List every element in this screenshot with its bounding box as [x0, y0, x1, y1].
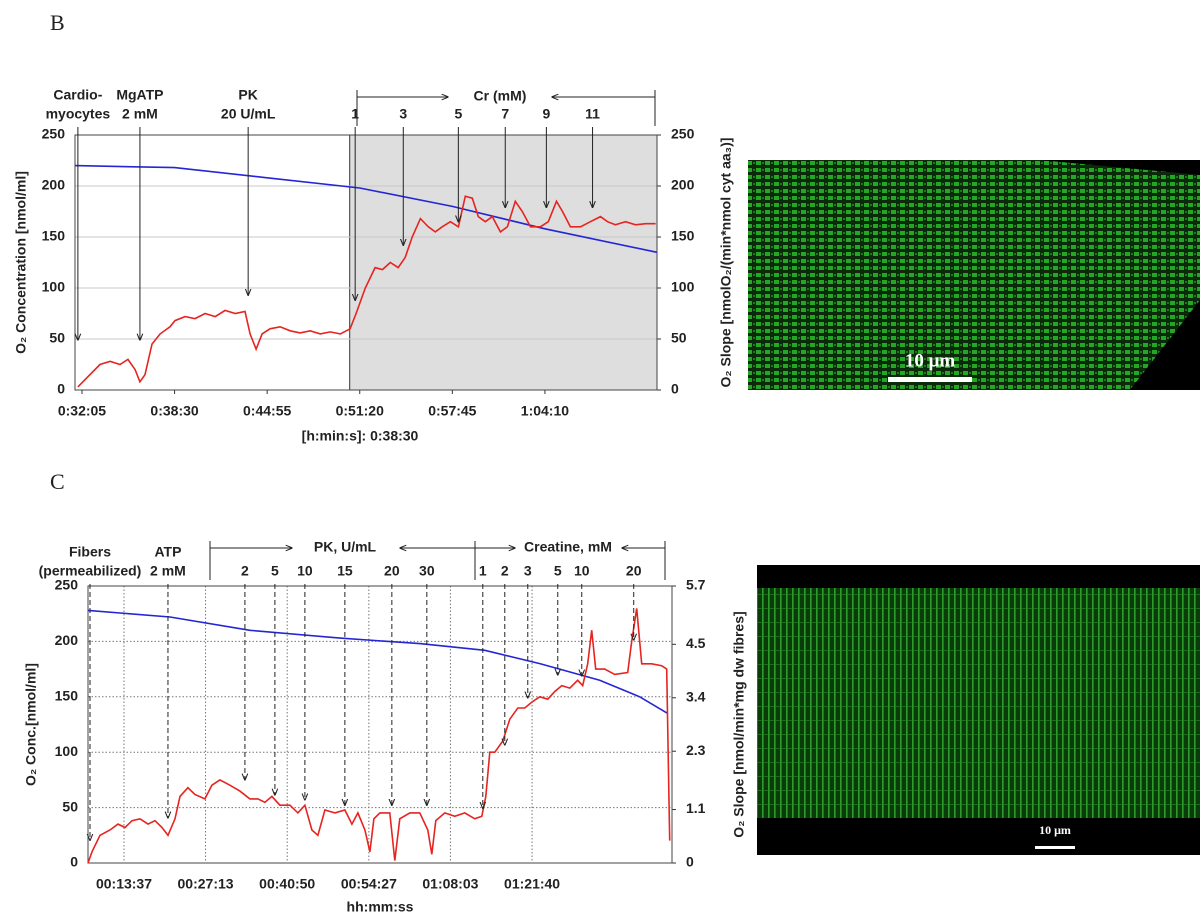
bracket: PK, U/mL Creatine, mM	[209, 539, 666, 580]
data-line	[87, 608, 671, 864]
annotation-label: 7	[501, 106, 509, 122]
x-axis-label: [h:min:s]: 0:38:30	[302, 428, 419, 444]
micrograph: 10 μm	[757, 565, 1200, 855]
y2-tick-label: 0	[671, 381, 679, 397]
y-axis-label: O₂ Concentration [nmol/ml]	[13, 171, 29, 354]
annotation-label: 2 mM	[122, 106, 158, 122]
y-tick-label: 150	[42, 228, 66, 244]
annotation-label: 20	[626, 563, 642, 579]
x-tick-label: 00:54:27	[341, 876, 397, 892]
y-tick-label: 200	[55, 632, 79, 648]
panel-label: C	[50, 469, 65, 494]
x-tick-label: 0:51:20	[336, 403, 384, 419]
y-tick-label: 200	[42, 177, 66, 193]
scale-bar-label: 10 μm	[1039, 823, 1071, 837]
annotation-label: 5	[554, 563, 562, 579]
annotation-label: PK	[238, 87, 257, 103]
bracket-label: Cr (mM)	[474, 88, 527, 104]
y2-tick-label: 5.7	[686, 577, 706, 593]
y2-tick-label: 0	[686, 854, 694, 870]
data-line	[87, 609, 669, 715]
y2-tick-label: 200	[671, 177, 695, 193]
x-tick-label: 00:13:37	[96, 876, 152, 892]
bracket-label: Creatine, mM	[524, 539, 612, 555]
annotation-label: myocytes	[46, 106, 111, 122]
y-tick-label: 50	[62, 798, 78, 814]
plot	[74, 134, 661, 394]
annotation-label: 2 mM	[150, 563, 186, 579]
x-tick-label: 0:38:30	[150, 403, 198, 419]
micrograph: 10 μm	[748, 160, 1200, 390]
annotation-label: MgATP	[116, 87, 163, 103]
annotation-label: 3	[524, 563, 532, 579]
y-tick-label: 150	[55, 688, 79, 704]
annotation-label: 9	[542, 106, 550, 122]
x-tick-label: 0:44:55	[243, 403, 291, 419]
y-tick-label: 100	[42, 279, 66, 295]
y-axis-label: O₂ Conc.[nmol/ml]	[23, 663, 39, 786]
y-tick-label: 0	[57, 381, 65, 397]
y2-tick-label: 3.4	[686, 688, 706, 704]
y2-tick-label: 4.5	[686, 635, 706, 651]
annotation-label: 15	[337, 563, 353, 579]
y2-tick-label: 100	[671, 279, 695, 295]
annotation-label: Cardio-	[53, 87, 102, 103]
y2-axis-label: O₂ Slope [nmolO₂/(min*nmol cyt aa₃)]	[718, 138, 734, 388]
y-tick-label: 250	[55, 577, 79, 593]
data-line	[77, 195, 656, 388]
plot-area	[88, 586, 672, 863]
y-tick-label: 0	[70, 854, 78, 870]
annotation-label: 20	[384, 563, 400, 579]
y2-tick-label: 50	[671, 330, 687, 346]
annotation-label: Fibers	[69, 544, 111, 560]
annotation-label: 1	[351, 106, 359, 122]
annotation-label: 3	[399, 106, 407, 122]
plot	[87, 585, 676, 864]
y2-tick-label: 150	[671, 228, 695, 244]
annotation-label: ATP	[154, 544, 181, 560]
x-tick-label: 00:27:13	[178, 876, 234, 892]
y-tick-label: 50	[49, 330, 65, 346]
y2-axis-label: O₂ Slope [nmol/min*mg dw fibres]	[731, 611, 747, 837]
x-tick-label: 00:40:50	[259, 876, 315, 892]
annotation-label: 5	[454, 106, 462, 122]
y-tick-label: 250	[42, 126, 66, 142]
annotation-label: 11	[585, 106, 600, 122]
x-axis-label: hh:mm:ss	[347, 899, 414, 915]
plot-frame	[74, 134, 658, 391]
panel-label: B	[50, 10, 65, 35]
shaded-region	[349, 135, 657, 390]
x-tick-label: 1:04:10	[521, 403, 569, 419]
annotation-label: 1	[479, 563, 487, 579]
y2-tick-label: 250	[671, 126, 695, 142]
x-tick-label: 0:32:05	[58, 403, 106, 419]
data-line	[74, 164, 658, 254]
annotation-label: 2	[241, 563, 249, 579]
annotation-label: 10	[574, 563, 590, 579]
annotation-label: 20 U/mL	[221, 106, 276, 122]
annotation-label: 10	[297, 563, 313, 579]
y2-tick-label: 1.1	[686, 800, 706, 816]
y-tick-label: 100	[55, 743, 79, 759]
x-tick-label: 01:21:40	[504, 876, 560, 892]
bracket: Cr (mM)	[356, 88, 656, 126]
x-tick-label: 01:08:03	[422, 876, 478, 892]
x-tick-label: 0:57:45	[428, 403, 476, 419]
annotation-label: 2	[501, 563, 509, 579]
annotation-label: 30	[419, 563, 435, 579]
scale-bar-label: 10 μm	[905, 350, 956, 371]
annotation-label: (permeabilized)	[39, 563, 142, 579]
bracket-label: PK, U/mL	[314, 539, 377, 555]
annotation-label: 5	[271, 563, 279, 579]
y2-tick-label: 2.3	[686, 742, 706, 758]
plot-frame	[87, 585, 673, 864]
